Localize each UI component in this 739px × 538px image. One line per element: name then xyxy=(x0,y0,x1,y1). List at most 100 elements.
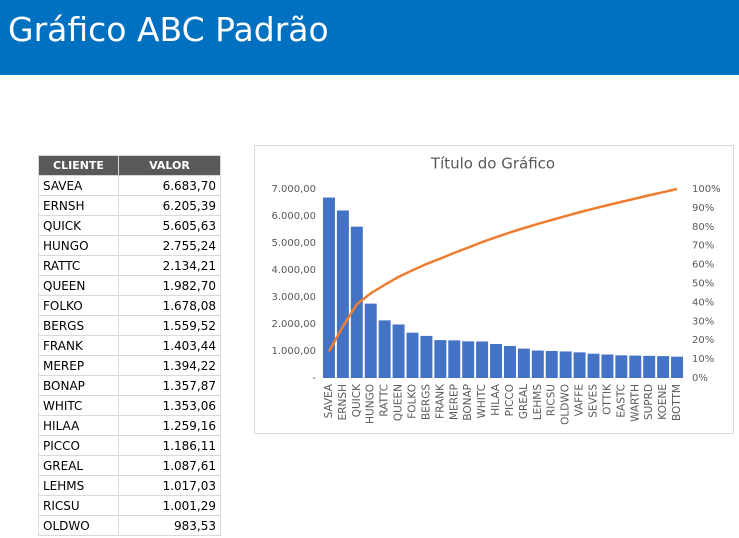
x-tick-label: HUNGO xyxy=(365,384,377,424)
value-cell: 6.683,70 xyxy=(118,175,221,196)
bar xyxy=(559,351,572,378)
table-row: PICCO 1.186,11 xyxy=(38,435,221,456)
table-row: RICSU 1.001,29 xyxy=(38,495,221,516)
x-tick-label: BONAP xyxy=(462,384,474,421)
x-tick-label: OLDWO xyxy=(560,384,572,425)
x-tick-label: QUEEN xyxy=(393,384,405,421)
y2-tick-label: 100% xyxy=(692,184,721,195)
bar xyxy=(322,197,335,378)
y2-tick-label: 90% xyxy=(692,203,714,214)
value-cell: 5.605,63 xyxy=(118,215,221,236)
table-row: FOLKO 1.678,08 xyxy=(38,295,221,316)
bar xyxy=(587,353,600,378)
bar xyxy=(420,335,433,378)
value-cell: 983,53 xyxy=(118,515,221,536)
value-cell: 1.394,22 xyxy=(118,355,221,376)
value-cell: 1.001,29 xyxy=(118,495,221,516)
table-row: OLDWO 983,53 xyxy=(38,515,221,536)
client-cell: BERGS xyxy=(38,315,119,336)
client-cell: QUICK xyxy=(38,215,119,236)
bar xyxy=(490,344,503,378)
y2-tick-label: 50% xyxy=(692,279,714,290)
y2-tick-label: 20% xyxy=(692,335,714,346)
bar xyxy=(573,352,586,378)
y2-tick-label: 30% xyxy=(692,316,714,327)
x-tick-label: QUICK xyxy=(351,383,363,417)
bar xyxy=(671,356,684,378)
value-cell: 1.017,03 xyxy=(118,475,221,496)
bar xyxy=(336,210,349,378)
client-cell: HILAA xyxy=(38,415,119,436)
x-tick-label: SEVES xyxy=(588,384,600,418)
value-cell: 1.357,87 xyxy=(118,375,221,396)
x-tick-label: ERNSH xyxy=(337,384,349,420)
y2-tick-label: 80% xyxy=(692,222,714,233)
bar xyxy=(364,303,377,378)
bar xyxy=(517,348,530,378)
table-row: WHITC 1.353,06 xyxy=(38,395,221,416)
y2-tick-label: 10% xyxy=(692,354,714,365)
x-tick-label: FOLKO xyxy=(407,384,419,419)
page-title: Gráfico ABC Padrão xyxy=(8,10,329,49)
x-tick-label: FRANK xyxy=(434,383,446,419)
value-cell: 1.087,61 xyxy=(118,455,221,476)
x-tick-label: BERGS xyxy=(420,384,432,420)
value-cell: 1.678,08 xyxy=(118,295,221,316)
x-tick-label: LEHMS xyxy=(532,384,544,420)
x-tick-label: GREAL xyxy=(518,384,530,419)
value-cell: 2.134,21 xyxy=(118,255,221,276)
value-cell: 1.259,16 xyxy=(118,415,221,436)
client-cell: BONAP xyxy=(38,375,119,396)
y-tick-label: 1.000,00 xyxy=(271,346,316,357)
bar xyxy=(545,350,558,378)
x-tick-label: WHITC xyxy=(476,384,488,419)
y-tick-label: 7.000,00 xyxy=(271,184,316,195)
client-cell: SAVEA xyxy=(38,175,119,196)
client-cell: GREAL xyxy=(38,455,119,476)
client-cell: WHITC xyxy=(38,395,119,416)
x-tick-label: EASTC xyxy=(615,384,627,418)
y-tick-label: 4.000,00 xyxy=(271,265,316,276)
bar xyxy=(476,341,489,378)
bar xyxy=(657,356,670,378)
bar xyxy=(448,340,461,378)
client-cell: MEREP xyxy=(38,355,119,376)
table-row: SAVEA 6.683,70 xyxy=(38,175,221,196)
client-cell: LEHMS xyxy=(38,475,119,496)
x-tick-label: KOENE xyxy=(657,384,669,420)
x-tick-label: SUPRD xyxy=(643,384,655,420)
x-tick-label: RATTC xyxy=(379,384,391,417)
bar xyxy=(378,320,391,378)
y2-tick-label: 70% xyxy=(692,241,714,252)
bar xyxy=(629,355,642,378)
value-cell: 1.559,52 xyxy=(118,315,221,336)
client-cell: FRANK xyxy=(38,335,119,356)
client-cell: RATTC xyxy=(38,255,119,276)
client-cell: OLDWO xyxy=(38,515,119,536)
x-tick-label: HILAA xyxy=(490,383,502,416)
chart-frame xyxy=(254,145,734,434)
bar xyxy=(462,341,475,378)
value-cell: 1.403,44 xyxy=(118,335,221,356)
bar xyxy=(531,350,544,378)
value-cell: 2.755,24 xyxy=(118,235,221,256)
client-cell: RICSU xyxy=(38,495,119,516)
column-header: VALOR xyxy=(118,155,221,176)
y-tick-label: - xyxy=(312,373,316,384)
bar xyxy=(350,226,363,378)
table-row: HILAA 1.259,16 xyxy=(38,415,221,436)
y2-tick-label: 60% xyxy=(692,260,714,271)
x-tick-label: MEREP xyxy=(448,384,460,420)
header-bar: Gráfico ABC Padrão xyxy=(0,0,739,75)
x-tick-label: VAFFE xyxy=(574,384,586,416)
client-cell: HUNGO xyxy=(38,235,119,256)
column-header: CLIENTE xyxy=(38,155,119,176)
y-tick-label: 3.000,00 xyxy=(271,292,316,303)
bar xyxy=(643,355,656,378)
table-row: ERNSH 6.205,39 xyxy=(38,195,221,216)
table-row: BONAP 1.357,87 xyxy=(38,375,221,396)
table-row: LEHMS 1.017,03 xyxy=(38,475,221,496)
x-tick-label: SAVEA xyxy=(323,383,335,418)
y-tick-label: 6.000,00 xyxy=(271,211,316,222)
value-cell: 1.353,06 xyxy=(118,395,221,416)
